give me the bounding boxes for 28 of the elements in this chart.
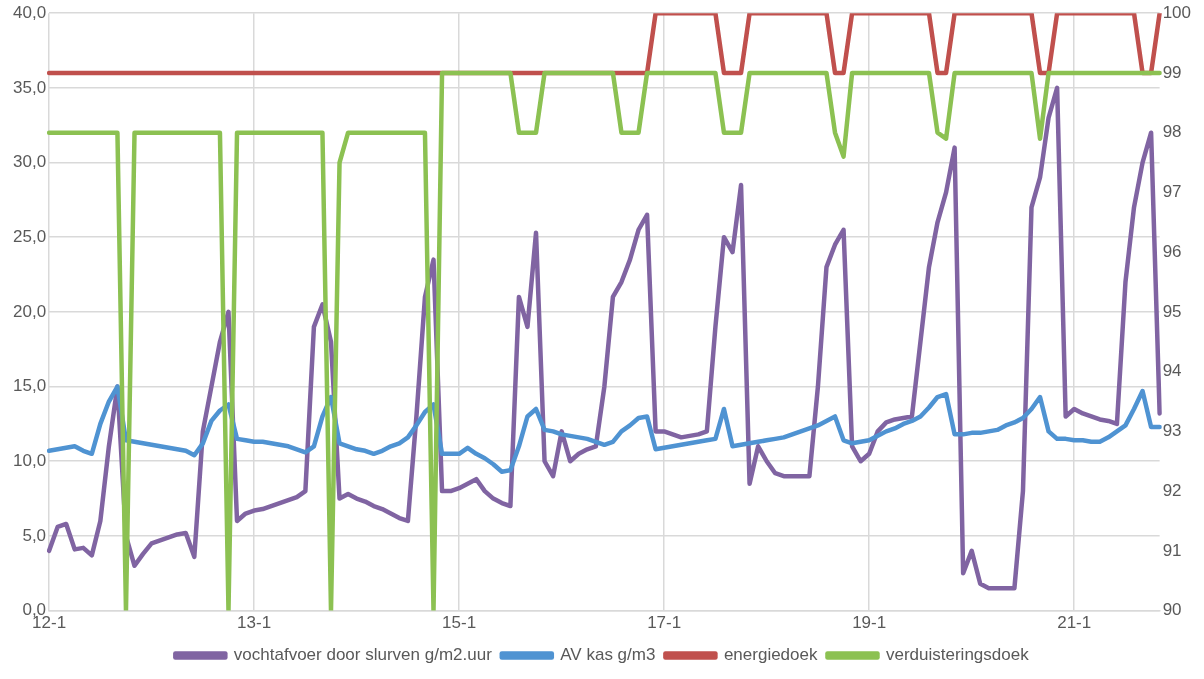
y2-tick-label: 97 [1162, 182, 1182, 202]
legend-label: vochtafvoer door slurven g/m2.uur [233, 645, 493, 665]
y-tick-label: 15,0 [12, 376, 47, 396]
y-tick-label: 30,0 [12, 152, 47, 172]
y-tick-label: 25,0 [12, 226, 47, 246]
y2-tick-label: 99 [1162, 62, 1182, 82]
y2-tick-label: 95 [1162, 301, 1182, 321]
y-tick-label: 5,0 [22, 525, 47, 545]
y-tick-label: 20,0 [12, 301, 47, 321]
y2-tick-label: 98 [1162, 122, 1182, 142]
y2-tick-label: 100 [1162, 2, 1192, 22]
x-tick-label: 13-1 [237, 613, 272, 633]
legend-label: verduisteringsdoek [885, 645, 1030, 665]
x-tick-label: 21-1 [1057, 613, 1092, 633]
y-tick-label: 35,0 [12, 77, 47, 97]
y2-tick-label: 92 [1162, 480, 1182, 500]
legend-label: energiedoek [723, 645, 818, 665]
y2-tick-label: 94 [1162, 361, 1182, 381]
y2-tick-label: 96 [1162, 241, 1182, 261]
x-tick-label: 17-1 [647, 613, 682, 633]
y2-tick-label: 90 [1162, 600, 1182, 620]
legend-label: AV kas g/m3 [560, 645, 656, 665]
y2-tick-label: 93 [1162, 421, 1182, 441]
y-tick-label: 40,0 [12, 2, 47, 22]
x-tick-label: 15-1 [442, 613, 477, 633]
y-tick-label: 10,0 [12, 450, 47, 470]
y2-tick-label: 91 [1162, 540, 1182, 560]
x-tick-label: 19-1 [852, 613, 887, 633]
